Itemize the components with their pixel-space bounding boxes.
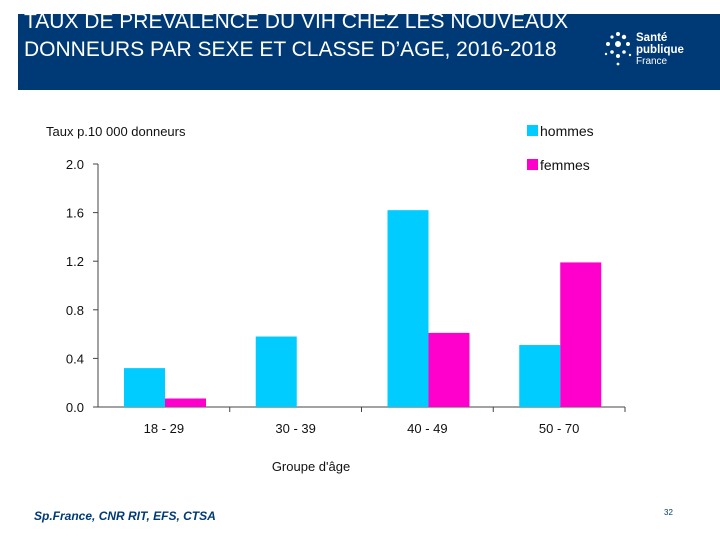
logo-dots-icon [604, 32, 632, 66]
logo-line3: France [636, 56, 668, 67]
x-tick-label: 30 - 39 [275, 421, 315, 436]
y-axis-label: Taux p.10 000 donneurs [46, 124, 186, 139]
y-tick-label: 0.0 [66, 400, 84, 415]
x-axis-label: Groupe d'âge [272, 459, 350, 474]
legend-swatch-hommes [527, 125, 538, 136]
slide-header: TAUX DE PREVALENCE DU VIH CHEZ LES NOUVE… [18, 14, 720, 90]
y-tick-label: 0.4 [66, 351, 84, 366]
bar-femmes [560, 262, 602, 407]
bar-hommes [124, 368, 165, 407]
bar-femmes [165, 398, 206, 407]
logo-line2: publique [636, 44, 684, 56]
y-tick-label: 0.8 [66, 303, 84, 318]
legend-label-hommes: hommes [540, 123, 594, 139]
legend-label-femmes: femmes [540, 157, 590, 173]
source-note: Sp.France, CNR RIT, EFS, CTSA [34, 509, 216, 523]
x-tick-label: 18 - 29 [144, 421, 184, 436]
y-tick-label: 1.6 [66, 206, 84, 221]
page-number: 32 [664, 508, 673, 517]
slide-title: TAUX DE PREVALENCE DU VIH CHEZ LES NOUVE… [24, 14, 569, 61]
sante-publique-france-logo: Santé publique France [602, 28, 712, 78]
y-tick-label: 2.0 [66, 157, 84, 172]
bar-hommes [387, 210, 429, 407]
logo-line1: Santé [636, 32, 668, 44]
x-tick-label: 50 - 70 [539, 421, 579, 436]
bar-hommes [519, 345, 561, 407]
logo-text: Santé publique France [636, 32, 684, 68]
bar-hommes [255, 336, 297, 407]
bar-femmes [428, 332, 470, 407]
legend-swatch-femmes [527, 159, 538, 170]
y-tick-label: 1.2 [66, 254, 84, 269]
x-tick-label: 40 - 49 [407, 421, 447, 436]
